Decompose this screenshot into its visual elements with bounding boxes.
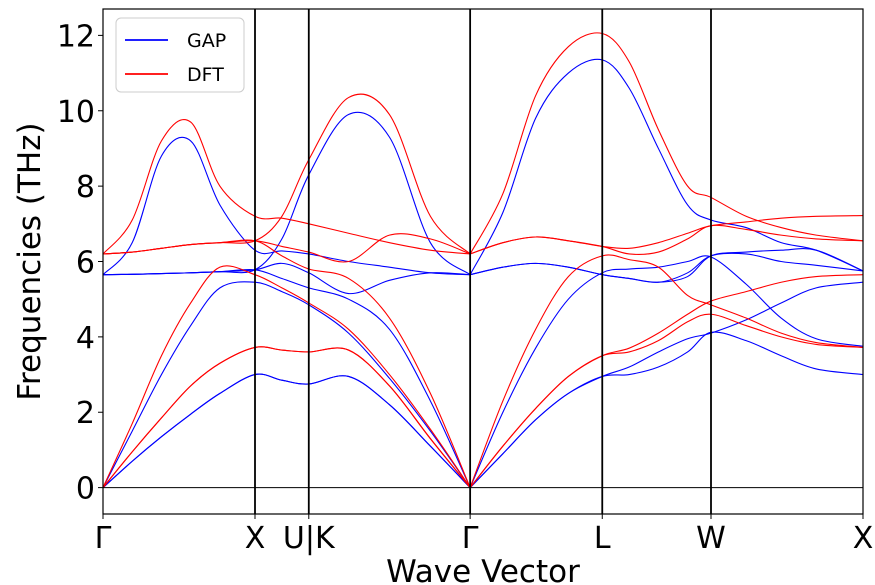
series-dft-branch-6 — [102, 93, 471, 255]
series-dft-branch-12 — [469, 32, 864, 255]
x-tick-label-6: X — [853, 521, 874, 556]
series-gap-branch-7 — [469, 331, 864, 489]
x-axis-ticks: Γ X U|K Γ L W X — [95, 514, 874, 556]
y-axis-label: Frequencies (THz) — [12, 122, 48, 400]
x-tick-label-3: Γ — [462, 521, 479, 556]
series-gap-branch-3 — [102, 268, 471, 488]
series-gap-branch-4 — [102, 262, 471, 295]
x-axis-label: Wave Vector — [386, 554, 580, 585]
series-dft-branch-10 — [469, 214, 864, 255]
series-gap-branch-8 — [469, 281, 864, 489]
series-gap-branch-1 — [102, 373, 471, 489]
y-tick-label-5: 10 — [57, 95, 95, 130]
high-symmetry-lines — [254, 9, 712, 514]
series-dft-branch-0 — [102, 346, 471, 488]
series-gap-branch-11 — [470, 252, 864, 283]
legend-label-dft: DFT — [187, 64, 224, 86]
legend: GAP DFT — [115, 17, 245, 93]
series-gap — [102, 58, 864, 489]
x-tick-label-2: U|K — [283, 521, 336, 556]
series-dft — [102, 32, 864, 488]
series-dft-branch-5 — [102, 118, 471, 255]
x-tick-label-4: L — [594, 521, 611, 556]
series-gap-branch-0 — [102, 373, 471, 489]
series-gap-branch-9 — [469, 255, 864, 488]
y-tick-label-3: 6 — [76, 246, 95, 281]
y-tick-label-2: 4 — [76, 321, 95, 356]
series-dft-branch-2 — [102, 265, 471, 488]
series-gap-branch-12 — [469, 58, 864, 275]
y-tick-label-6: 12 — [57, 19, 95, 54]
y-tick-label-0: 0 — [76, 472, 95, 507]
y-tick-label-1: 2 — [76, 396, 95, 431]
series-dft-branch-1 — [102, 346, 471, 488]
legend-label-gap: GAP — [187, 30, 226, 52]
series-gap-branch-6 — [102, 111, 471, 276]
y-axis-ticks: 0 2 4 6 8 10 12 — [57, 19, 103, 507]
series-dft-branch-11 — [469, 224, 864, 255]
series-gap-branch-5 — [102, 136, 471, 276]
y-tick-label-4: 8 — [76, 170, 95, 205]
x-tick-label-0: Γ — [95, 521, 112, 556]
series-dft-branch-8 — [469, 274, 864, 488]
series-dft-branch-9 — [469, 254, 864, 488]
x-tick-label-1: X — [245, 521, 266, 556]
x-tick-label-5: W — [696, 521, 726, 556]
series-gap-branch-2 — [102, 281, 471, 488]
series-lines — [102, 32, 864, 489]
